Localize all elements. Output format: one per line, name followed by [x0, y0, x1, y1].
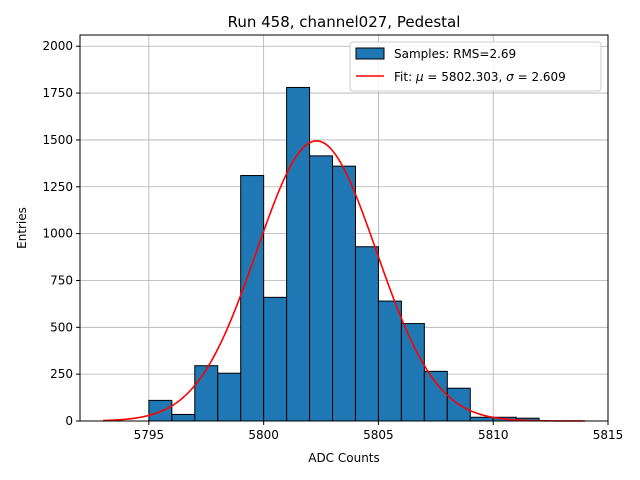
fit-curve-group: [102, 140, 586, 422]
legend-fit-sigma-value: = 2.609: [514, 70, 566, 84]
x-tick-label: 5805: [363, 428, 394, 442]
legend-box: [349, 41, 602, 92]
histogram-bar: [354, 246, 379, 422]
legend-label-samples: Samples: RMS=2.69: [394, 47, 516, 61]
legend-fit-sigma-symbol: σ: [506, 70, 514, 84]
y-tick-label: 1000: [42, 227, 73, 241]
y-tick-label: 1500: [42, 133, 73, 147]
histogram-bar: [263, 296, 288, 422]
legend-label-fit: Fit: μ = 5802.303, σ = 2.609: [394, 70, 566, 84]
histogram-bar: [332, 165, 356, 422]
legend-swatch-samples: [355, 47, 385, 60]
y-axis-label: Entries: [15, 207, 29, 249]
plot-area-frame: [79, 34, 609, 422]
y-axis-ticks: 0 250 500 750 1000 1250 1500 1750 2000: [42, 39, 80, 428]
fit-curve: [102, 140, 586, 422]
legend-fit-mu-symbol: μ: [415, 70, 424, 84]
x-tick-label: 5815: [593, 428, 624, 442]
histogram-bar: [171, 413, 196, 422]
histogram-bar: [286, 86, 311, 422]
histogram-bars: [148, 86, 540, 422]
histogram-bar: [423, 370, 448, 422]
x-tick-label: 5800: [248, 428, 279, 442]
x-axis-label: ADC Counts: [308, 451, 380, 465]
x-axis-ticks: 5795 5800 5805 5810 5815: [134, 421, 624, 442]
histogram-bar: [400, 323, 425, 422]
histogram-bar: [377, 300, 402, 422]
legend-fit-prefix: Fit:: [394, 70, 416, 84]
y-tick-label: 1750: [42, 86, 73, 100]
x-tick-label: 5810: [478, 428, 509, 442]
y-tick-label: 750: [50, 273, 73, 287]
y-tick-label: 500: [50, 320, 73, 334]
y-tick-label: 0: [65, 414, 73, 428]
y-tick-label: 250: [50, 367, 73, 381]
chart-title: Run 458, channel027, Pedestal: [228, 13, 461, 31]
legend: Samples: RMS=2.69 Fit: μ = 5802.303, σ =…: [349, 41, 602, 92]
histogram-bar: [217, 372, 242, 422]
histogram-bar: [240, 175, 265, 422]
histogram-bar: [469, 416, 494, 422]
y-tick-label: 2000: [42, 39, 73, 53]
histogram-bar: [194, 365, 219, 422]
x-tick-label: 5795: [134, 428, 165, 442]
histogram-bar: [309, 155, 334, 422]
histogram-bar: [148, 399, 173, 422]
y-tick-label: 1250: [42, 180, 73, 194]
legend-fit-mu-value: = 5802.303,: [424, 70, 507, 84]
